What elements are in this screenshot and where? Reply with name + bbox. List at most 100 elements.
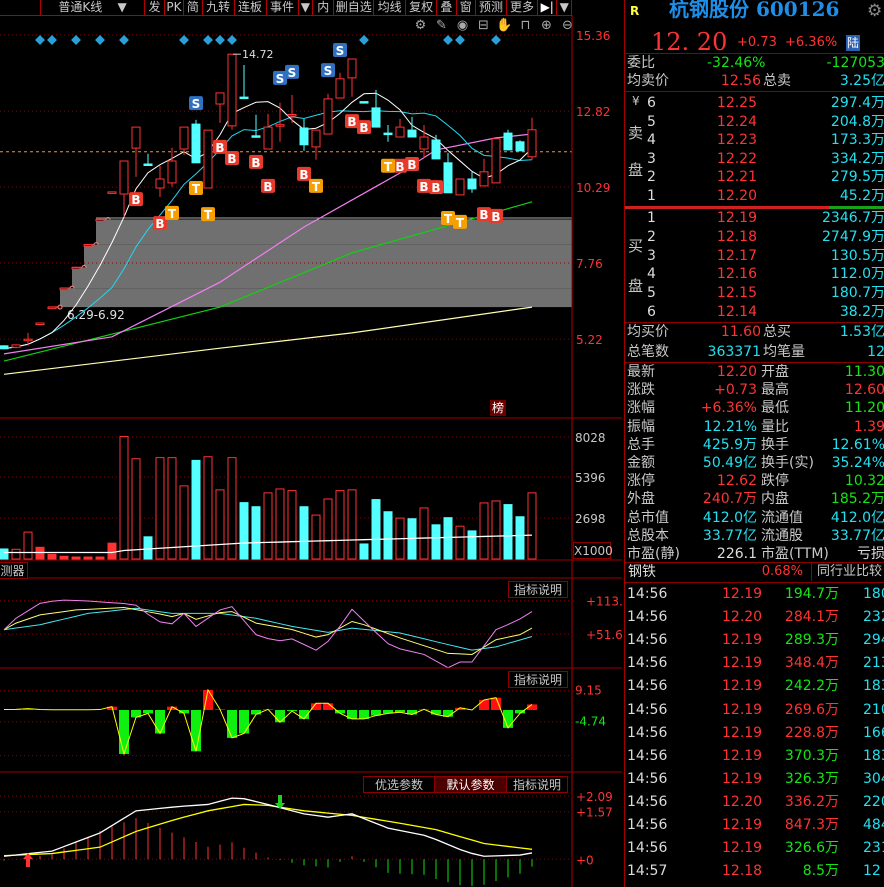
toolbar-lianban[interactable]: 连板: [233, 0, 266, 15]
signal-flag-t[interactable]: T: [441, 211, 455, 226]
events-dropdown-icon[interactable]: ▼: [297, 0, 313, 15]
signal-flag-t[interactable]: T: [165, 205, 179, 221]
toolbar-window[interactable]: 窗: [455, 0, 475, 15]
bid-volume: 130.5万: [830, 247, 884, 264]
signal-flag-b[interactable]: B: [153, 216, 167, 231]
signal-flag-t[interactable]: T: [453, 214, 467, 230]
volume-bar: [239, 502, 249, 560]
hand-icon[interactable]: ✋: [496, 18, 513, 33]
signal-flag-b[interactable]: B: [357, 120, 371, 135]
zoom-out-icon[interactable]: ⊖: [562, 18, 573, 33]
remove-watchlist-button[interactable]: 删自选: [333, 0, 373, 15]
signal-flag-b[interactable]: B: [489, 208, 503, 224]
toolbar-nei[interactable]: 内: [312, 0, 333, 15]
signal-flag-s[interactable]: S: [273, 70, 287, 86]
stat-label: 换手: [761, 436, 789, 453]
signal-flag-b[interactable]: B: [393, 158, 407, 174]
bid-level: 1: [647, 210, 656, 226]
toolbar-fa[interactable]: 发: [144, 0, 163, 15]
rank-badge[interactable]: 榜: [490, 400, 506, 416]
signal-flag-b[interactable]: B: [345, 114, 359, 129]
candle-body: [11, 344, 21, 348]
signal-flag-box: [153, 216, 167, 231]
kline-type-select[interactable]: 普通K线 ▼: [39, 0, 145, 15]
signal-flag-s[interactable]: S: [321, 63, 335, 78]
toolbar-adjust[interactable]: 复权: [405, 0, 436, 15]
signal-flag-b[interactable]: B: [417, 178, 431, 194]
ask-price: 12.21: [716, 169, 757, 186]
signal-flag-s[interactable]: S: [189, 96, 203, 111]
signal-flag-t[interactable]: T: [309, 178, 323, 194]
candle-body: [239, 96, 249, 100]
candle-body: [23, 338, 33, 342]
signal-flag-t[interactable]: T: [201, 207, 215, 222]
price-axis-label: 5.22: [576, 333, 603, 347]
ask-row: 1 12.20 45.2万: [625, 187, 884, 205]
signal-flag-b[interactable]: B: [225, 151, 239, 166]
macd-help-button[interactable]: 指标说明: [506, 776, 568, 793]
zoom-in-icon[interactable]: ⊕: [541, 18, 552, 33]
preferred-params-button[interactable]: 优选参数: [363, 776, 435, 793]
toolbar-simple[interactable]: 简: [183, 0, 201, 15]
signal-flag-b[interactable]: B: [213, 139, 227, 155]
signal-flag-b[interactable]: B: [477, 207, 491, 222]
indicator2-help-button[interactable]: 指标说明: [508, 671, 568, 688]
signal-flag-letter: B: [227, 152, 236, 166]
toolbar-predict[interactable]: 预测: [474, 0, 506, 15]
industry-compare-button[interactable]: 同行业比较: [811, 563, 882, 581]
indicator1-help-button[interactable]: 指标说明: [508, 581, 568, 598]
toolbar-more[interactable]: 更多: [506, 0, 537, 15]
kline-chart[interactable]: 9.21-9.938.37-9.217.61-8.376.92-7.616.29…: [0, 0, 622, 887]
candle: [251, 114, 261, 138]
signal-diamond: [359, 35, 369, 45]
signal-flag-t[interactable]: T: [189, 181, 203, 196]
panel-tab-detector[interactable]: 测器: [0, 562, 28, 579]
signal-flag-letter: B: [155, 217, 164, 231]
signal-flag-box: [441, 211, 455, 225]
candle: [95, 219, 105, 222]
macd-axis-label: +0: [576, 853, 594, 867]
signal-flag-box: [417, 178, 431, 193]
bid-level: 6: [647, 304, 656, 320]
tick-volume: 269.6万: [784, 701, 839, 718]
toolbar-events[interactable]: 事件: [265, 0, 298, 15]
gear-icon[interactable]: ⚙: [414, 18, 427, 33]
tick-volume: 284.1万: [784, 609, 839, 626]
signal-flag-b[interactable]: B: [249, 154, 263, 170]
total-buy: 1.53亿: [839, 324, 884, 340]
trades-label: 总笔数: [627, 344, 669, 360]
collapse-panel-icon[interactable]: ▶|: [537, 0, 556, 15]
toolbar-overlay[interactable]: 叠: [436, 0, 455, 15]
ask-volume: 279.5万: [830, 169, 884, 186]
candle-body: [0, 345, 9, 350]
lock-icon[interactable]: ⊓: [520, 18, 531, 33]
pen-icon[interactable]: ✎: [436, 18, 447, 33]
ma20-line: [3, 133, 533, 355]
tick-count: 231: [863, 840, 884, 857]
tick-row: 14:56 12.19 269.6万 210: [625, 701, 884, 719]
settings-gear-icon[interactable]: ⚙: [867, 1, 883, 21]
stat-value: 12.20: [716, 364, 757, 380]
signal-flag-b[interactable]: B: [129, 192, 143, 207]
signal-flag-t[interactable]: T: [381, 158, 395, 174]
signal-flag-b[interactable]: B: [429, 180, 443, 195]
more-dropdown-icon[interactable]: ▼: [556, 0, 572, 15]
default-params-button[interactable]: 默认参数: [434, 776, 507, 793]
signal-flag-s[interactable]: S: [285, 64, 299, 80]
bid-row: 5 12.15 180.7万: [625, 284, 884, 302]
toolbar-jiuzhuan[interactable]: 九转: [201, 0, 234, 15]
signal-flag-b[interactable]: B: [297, 166, 311, 182]
signal-flag-b[interactable]: B: [261, 178, 275, 194]
signal-flag-b[interactable]: B: [405, 157, 419, 172]
candle: [155, 165, 165, 197]
candle: [83, 244, 93, 247]
eye-icon[interactable]: ◉: [456, 18, 469, 33]
tick-volume: 326.6万: [784, 840, 839, 857]
basket-icon[interactable]: ⊟: [478, 18, 489, 33]
volume-bar: [383, 511, 393, 560]
toolbar-ma[interactable]: 均线: [373, 0, 405, 15]
toolbar-pk[interactable]: PK: [163, 0, 183, 15]
signal-flag-s[interactable]: S: [333, 43, 347, 58]
bid-volume: 2346.7万: [822, 210, 884, 226]
candle: [0, 345, 9, 350]
